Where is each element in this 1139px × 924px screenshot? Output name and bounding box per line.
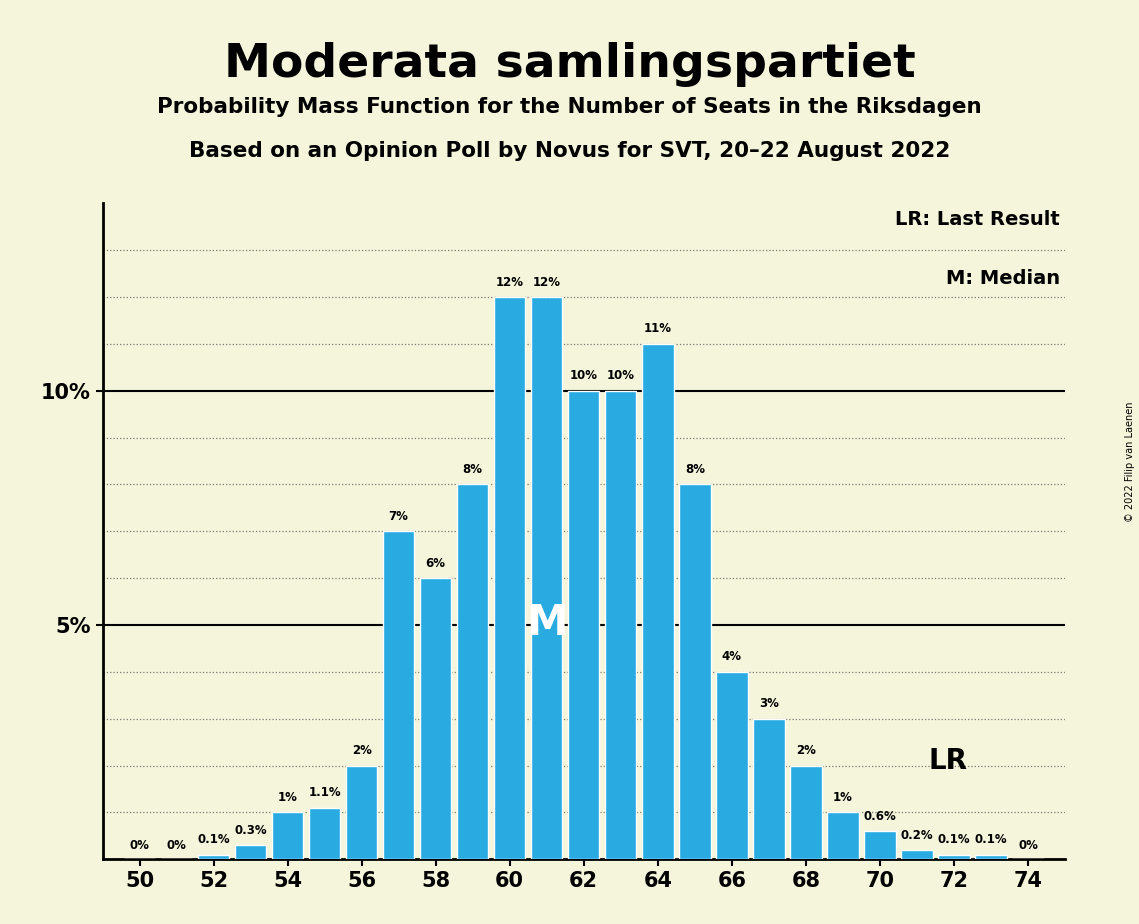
Bar [457,484,489,859]
Text: 0%: 0% [166,839,187,852]
Bar [865,832,895,859]
Text: 11%: 11% [644,322,672,335]
Bar [716,672,747,859]
Bar [198,855,229,859]
Text: 8%: 8% [462,463,483,476]
Text: 10%: 10% [570,370,598,383]
Bar [568,391,599,859]
Text: 8%: 8% [685,463,705,476]
Text: 0%: 0% [130,839,149,852]
Text: 7%: 7% [388,510,409,523]
Bar [309,808,341,859]
Text: 0.6%: 0.6% [863,809,896,822]
Text: 6%: 6% [426,557,445,570]
Text: 12%: 12% [533,275,560,288]
Text: LR: LR [928,747,967,775]
Bar [679,484,711,859]
Bar [420,578,451,859]
Text: 0%: 0% [1018,839,1038,852]
Bar [272,812,303,859]
Text: 10%: 10% [607,370,634,383]
Text: 0.1%: 0.1% [937,833,970,846]
Text: 3%: 3% [759,698,779,711]
Text: 2%: 2% [796,744,816,757]
Bar [494,297,525,859]
Bar [939,855,969,859]
Text: © 2022 Filip van Laenen: © 2022 Filip van Laenen [1125,402,1134,522]
Text: 0.1%: 0.1% [975,833,1007,846]
Bar [753,719,785,859]
Text: 0.1%: 0.1% [197,833,230,846]
Text: 1%: 1% [833,791,853,804]
Bar [827,812,859,859]
Text: Probability Mass Function for the Number of Seats in the Riksdagen: Probability Mass Function for the Number… [157,97,982,117]
Text: LR: Last Result: LR: Last Result [895,210,1060,229]
Bar [383,531,415,859]
Text: M: M [526,602,567,644]
Text: 4%: 4% [722,650,741,663]
Bar [975,855,1007,859]
Bar [790,766,821,859]
Text: 1%: 1% [278,791,297,804]
Text: 0.2%: 0.2% [901,829,933,842]
Text: 2%: 2% [352,744,371,757]
Text: Moderata samlingspartiet: Moderata samlingspartiet [223,42,916,87]
Text: M: Median: M: Median [947,269,1060,288]
Bar [642,344,673,859]
Bar [235,845,267,859]
Bar [531,297,563,859]
Text: Based on an Opinion Poll by Novus for SVT, 20–22 August 2022: Based on an Opinion Poll by Novus for SV… [189,141,950,162]
Bar [605,391,637,859]
Text: 0.3%: 0.3% [235,824,267,837]
Bar [901,850,933,859]
Bar [346,766,377,859]
Text: 1.1%: 1.1% [309,786,341,799]
Text: 12%: 12% [495,275,524,288]
